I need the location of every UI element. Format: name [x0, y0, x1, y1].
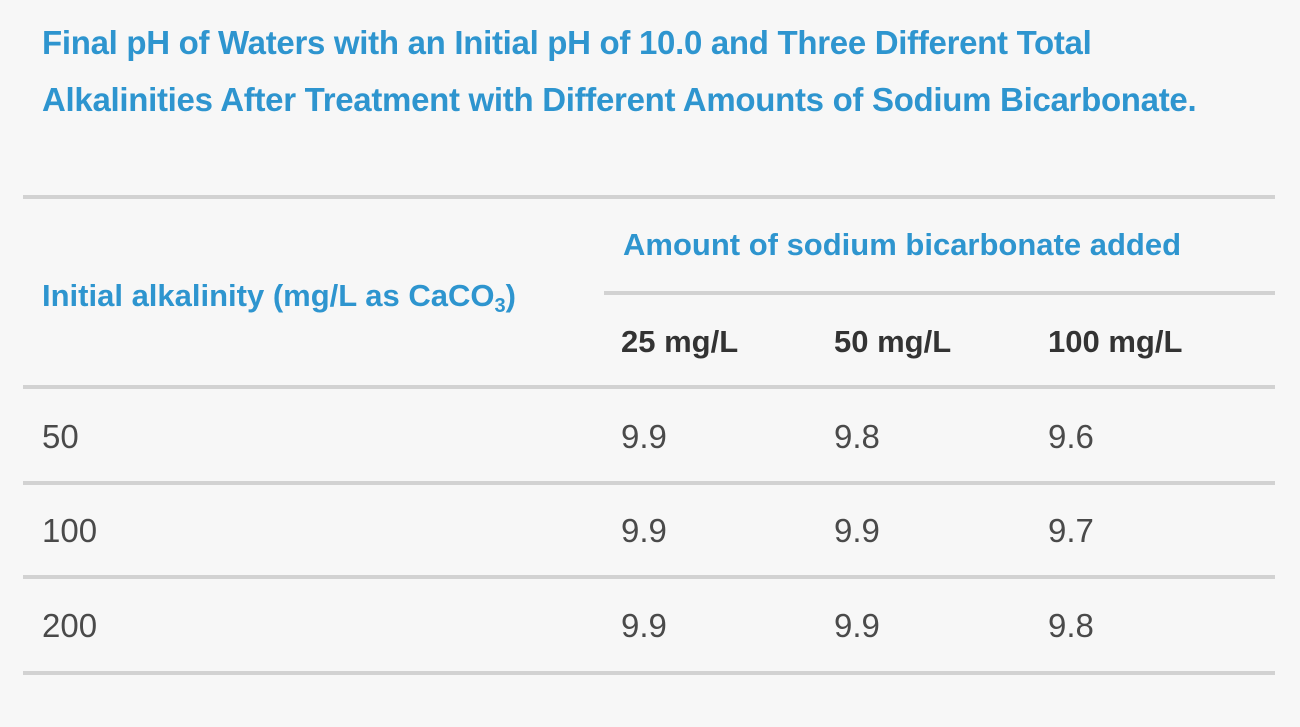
row-divider [23, 575, 1275, 579]
row-value-cell: 9.6 [1048, 418, 1094, 455]
row-alkalinity-cell: 200 [42, 607, 98, 644]
table-bottom-rule [23, 671, 1275, 675]
row-header-subscript: 3 [494, 295, 506, 317]
row-alkalinity-cell: 100 [42, 512, 98, 549]
column-header-50: 50 mg/L [834, 324, 952, 359]
row-value-cell: 9.9 [834, 512, 880, 549]
column-header-100: 100 mg/L [1048, 324, 1183, 359]
row-value-cell: 9.9 [834, 607, 880, 644]
row-header-text: Initial alkalinity (mg/L as CaCO [42, 278, 495, 313]
row-value-cell: 9.9 [621, 512, 667, 549]
table-title: Final pH of Waters with an Initial pH of… [42, 24, 1197, 118]
table-top-rule [23, 195, 1275, 199]
column-header-25: 25 mg/L [621, 324, 739, 359]
row-value-cell: 9.7 [1048, 512, 1094, 549]
row-value-cell: 9.8 [1048, 607, 1094, 644]
group-header-sodium-bicarbonate: Amount of sodium bicarbonate added [623, 227, 1182, 262]
row-alkalinity-cell: 50 [42, 418, 79, 455]
row-value-cell: 9.9 [621, 418, 667, 455]
row-value-cell: 9.9 [621, 607, 667, 644]
row-header-suffix: ) [505, 278, 516, 313]
row-header-initial-alkalinity: Initial alkalinity (mg/L as CaCO3) [42, 278, 516, 317]
group-header-rule [604, 291, 1275, 295]
header-bottom-rule [23, 385, 1275, 389]
row-value-cell: 9.8 [834, 418, 880, 455]
row-divider [23, 481, 1275, 485]
